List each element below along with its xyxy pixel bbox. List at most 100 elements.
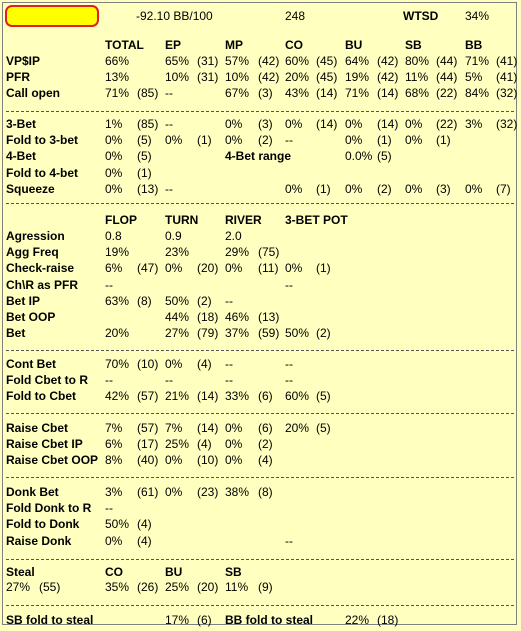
stat-value: 0% xyxy=(405,117,423,131)
column-header: EP xyxy=(165,38,182,52)
stat-label: 4-Bet range xyxy=(225,149,292,163)
stat-value: -- xyxy=(165,182,173,196)
stat-value: 0% xyxy=(225,453,243,467)
stat-label: Agg Freq xyxy=(6,245,59,259)
stat-value: (4) xyxy=(137,517,152,531)
stat-value: -- xyxy=(105,278,113,292)
column-header: TURN xyxy=(165,213,199,227)
winrate: -92.10 BB/100 xyxy=(136,9,213,23)
stat-value: (13) xyxy=(137,182,159,196)
stat-value: 84% xyxy=(465,86,490,100)
stat-value: 0% xyxy=(225,133,243,147)
stat-value: -- xyxy=(105,501,113,515)
stat-value: (18) xyxy=(197,310,219,324)
stat-value: (75) xyxy=(258,245,280,259)
section-divider xyxy=(6,559,514,560)
column-header: MP xyxy=(225,38,243,52)
stat-label: Call open xyxy=(6,86,61,100)
stat-value: 6% xyxy=(105,437,123,451)
stat-value: 0% xyxy=(105,534,123,548)
stat-value: 11% xyxy=(405,70,429,84)
stat-value: 60% xyxy=(285,389,310,403)
stat-label: Bet OOP xyxy=(6,310,56,324)
stat-label: 4-Bet xyxy=(6,149,37,163)
stat-value: (22) xyxy=(436,86,458,100)
stat-value: 25% xyxy=(165,437,190,451)
column-header: 3-BET POT xyxy=(285,213,348,227)
stat-value: 66% xyxy=(105,54,130,68)
stat-value: -- xyxy=(165,117,173,131)
stat-value: 33% xyxy=(225,389,250,403)
stat-value: 11% xyxy=(225,580,249,594)
stat-value: 10% xyxy=(225,70,250,84)
stat-value: 0% xyxy=(225,421,243,435)
stat-value: (57) xyxy=(137,421,159,435)
stat-value: -- xyxy=(225,373,233,387)
stat-value: 6% xyxy=(105,261,123,275)
stat-value: 0% xyxy=(225,261,243,275)
stat-value: (11) xyxy=(258,261,279,275)
stat-value: (5) xyxy=(377,149,392,163)
stat-value: 0% xyxy=(405,133,423,147)
stat-value: (42) xyxy=(377,70,399,84)
stat-value: (14) xyxy=(316,117,338,131)
stat-label: Bet IP xyxy=(6,294,41,308)
section-divider xyxy=(6,413,514,414)
section-divider xyxy=(6,477,514,478)
stat-value: 71% xyxy=(105,86,130,100)
stat-value: (2) xyxy=(316,326,331,340)
stat-value: 21% xyxy=(165,389,190,403)
stat-label: PFR xyxy=(6,70,30,84)
stat-value: (45) xyxy=(316,70,338,84)
stat-value: 43% xyxy=(285,86,310,100)
stat-value: 25% xyxy=(165,580,190,594)
stat-value: 7% xyxy=(165,421,183,435)
stat-value: (44) xyxy=(436,70,458,84)
stat-value: (8) xyxy=(137,294,152,308)
stat-value: (23) xyxy=(197,485,219,499)
stat-value: 0% xyxy=(285,261,303,275)
stat-value: -- xyxy=(285,133,293,147)
stat-value: (5) xyxy=(137,133,152,147)
stat-label: Agression xyxy=(6,229,65,243)
stat-value: 68% xyxy=(405,86,430,100)
stat-value: (41) xyxy=(496,54,518,68)
stat-value: (10) xyxy=(137,357,159,371)
stat-value: (14) xyxy=(377,117,399,131)
stat-value: 37% xyxy=(225,326,250,340)
stat-label: Check-raise xyxy=(6,261,75,275)
stat-value: 0% xyxy=(165,485,183,499)
column-header: SB xyxy=(225,565,242,579)
stat-value: 64% xyxy=(345,54,370,68)
stat-value: 0% xyxy=(165,357,183,371)
stat-label: Ch\R as PFR xyxy=(6,278,79,292)
stat-value: (55) xyxy=(39,580,61,594)
stat-value: (1) xyxy=(436,133,451,147)
stat-value: (17) xyxy=(137,437,159,451)
stat-value: (1) xyxy=(137,166,152,180)
player-name-badge[interactable] xyxy=(5,5,99,27)
stat-value: (7) xyxy=(496,182,511,196)
stat-value: 29% xyxy=(225,245,250,259)
stat-value: (31) xyxy=(197,54,219,68)
stat-value: 0.9 xyxy=(165,229,182,243)
stat-value: -- xyxy=(165,373,173,387)
column-header: TOTAL xyxy=(105,38,144,52)
stat-value: (20) xyxy=(197,261,219,275)
stat-value: 63% xyxy=(105,294,130,308)
stat-value: 0% xyxy=(345,117,363,131)
stat-value: (42) xyxy=(258,70,280,84)
stat-value: (61) xyxy=(137,485,159,499)
stat-value: -- xyxy=(285,534,293,548)
stat-value: 0% xyxy=(345,133,363,147)
stat-value: 71% xyxy=(345,86,370,100)
stat-value: 20% xyxy=(105,326,130,340)
stat-value: (44) xyxy=(436,54,458,68)
stat-value: (20) xyxy=(197,580,219,594)
column-header: RIVER xyxy=(225,213,262,227)
stat-value: (40) xyxy=(137,453,159,467)
stat-value: 22% xyxy=(345,613,370,627)
stat-label: Fold to 4-bet xyxy=(6,166,78,180)
stat-value: (14) xyxy=(316,86,338,100)
